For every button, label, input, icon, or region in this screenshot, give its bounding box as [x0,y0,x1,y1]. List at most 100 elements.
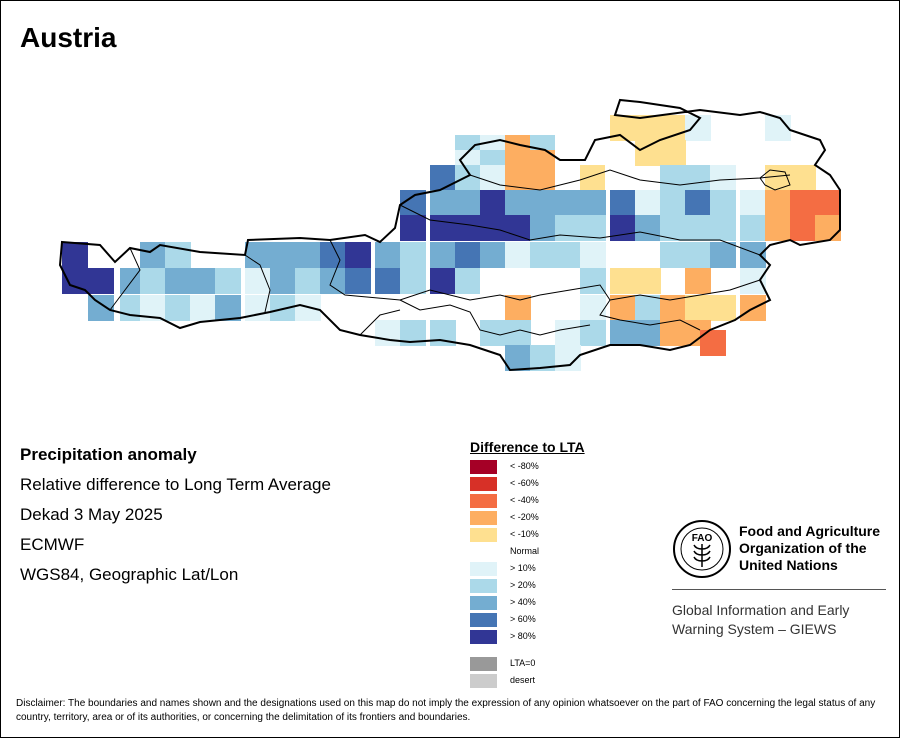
fao-divider [672,589,886,590]
anomaly-cell [580,165,606,191]
anomaly-cell [660,190,686,216]
anomaly-cell [455,165,481,191]
anomaly-cell [140,242,166,268]
anomaly-cell [88,295,114,321]
anomaly-cell [740,242,766,268]
anomaly-cell [400,215,426,241]
anomaly-cell [610,242,636,268]
anomaly-cell [815,190,841,216]
legend-label: > 20% [510,580,536,590]
legend-label: > 40% [510,597,536,607]
anomaly-cell [555,242,581,268]
legend-swatch [470,528,497,542]
legend-swatch [470,460,497,474]
anomaly-cell [455,268,481,294]
anomaly-cell [790,190,816,216]
anomaly-cell [375,242,401,268]
anomaly-cell [580,190,606,216]
anomaly-cell [400,242,426,268]
anomaly-cell [660,115,686,141]
fao-name-line2: Organization of the [739,540,867,556]
austria-border [58,98,841,372]
anomaly-cell [710,295,736,321]
anomaly-cell [685,268,711,294]
anomaly-cell [610,268,636,294]
anomaly-cell [140,268,166,294]
legend-swatch [470,630,497,644]
anomaly-cell [660,140,686,166]
anomaly-cell [530,242,556,268]
map-title: Austria [20,22,117,53]
legend-swatch [470,562,497,576]
anomaly-cell [740,190,766,216]
anomaly-cell [505,345,531,371]
anomaly-cell [62,242,88,268]
anomaly-cell [790,215,816,241]
anomaly-cell [685,215,711,241]
legend-label: > 10% [510,563,536,573]
legend-label: < -40% [510,495,539,505]
anomaly-cell [580,295,606,321]
giews-line1: Global Information and Early [672,602,850,618]
legend-swatch [470,545,497,559]
anomaly-cell [580,320,606,346]
anomaly-cell [635,115,661,141]
anomaly-cell [505,242,531,268]
anomaly-cell [765,215,791,241]
giews-line2: Warning System – GIEWS [672,621,837,637]
fao-name: Food and Agriculture Organization of the… [739,523,880,574]
province-borders [109,169,791,336]
anomaly-cell [555,215,581,241]
disclaimer: Disclaimer: The boundaries and names sho… [16,698,876,723]
anomaly-cell [505,295,531,321]
legend-label: < -10% [510,529,539,539]
anomaly-cell [480,242,506,268]
legend-label: > 60% [510,614,536,624]
legend-label: > 80% [510,631,536,641]
info-product: Precipitation anomaly [20,445,197,464]
anomaly-cell [605,165,631,191]
anomaly-cell [765,190,791,216]
legend-swatch [470,596,497,610]
legend-label: Normal [510,546,540,556]
anomaly-cell [635,140,661,166]
anomaly-cell [635,215,661,241]
anomaly-cell [430,242,456,268]
anomaly-cell [660,242,686,268]
anomaly-cell [710,190,736,216]
anomaly-cell [320,268,346,294]
anomaly-cell [685,190,711,216]
anomaly-cell [190,268,216,294]
anomaly-cell [480,165,506,191]
legend-swatch [470,657,497,671]
anomaly-cell [400,268,426,294]
anomaly-cell [555,190,581,216]
legend-swatch [470,579,497,593]
legend-title: Difference to LTA [470,439,585,455]
anomaly-cell [270,242,296,268]
anomaly-cell [685,242,711,268]
anomaly-cell [555,165,581,191]
legend-label: desert [510,675,536,685]
anomaly-cell [190,295,216,321]
anomaly-cell [765,115,791,141]
anomaly-cell [610,190,636,216]
anomaly-cell [740,215,766,241]
anomaly-cell [610,215,636,241]
anomaly-cell [375,268,401,294]
fao-name-line1: Food and Agriculture [739,523,881,539]
fao-name-line3: United Nations [739,557,838,573]
anomaly-cell [480,215,506,241]
legend-label: < -80% [510,461,539,471]
anomaly-cell [270,268,296,294]
anomaly-cell [295,242,321,268]
anomaly-cell [455,215,481,241]
precipitation-anomaly-map [58,98,841,372]
anomaly-cell [685,295,711,321]
anomaly-grid [62,115,841,371]
anomaly-cell [685,165,711,191]
legend-label: LTA=0 [510,658,536,668]
anomaly-cell [430,215,456,241]
anomaly-cell [815,215,841,241]
anomaly-cell [635,190,661,216]
